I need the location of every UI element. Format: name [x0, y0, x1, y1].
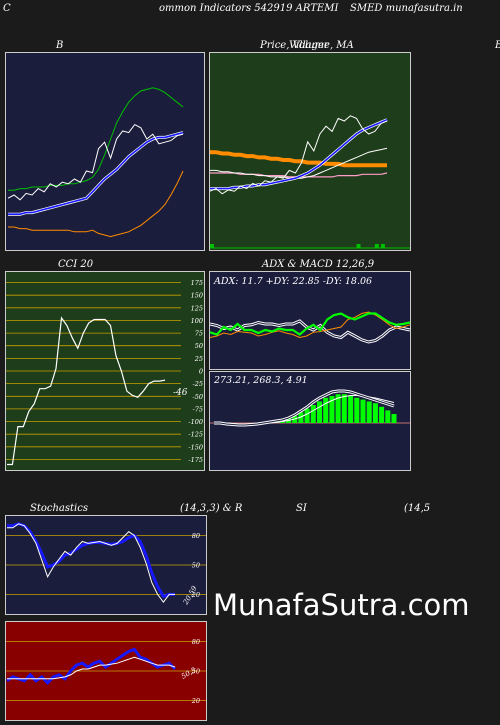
cci-tick-label: 50	[195, 342, 203, 350]
bb-price-line	[7, 123, 184, 201]
price-overlay-label: Villager	[289, 40, 329, 51]
rsi-grid: 80 50 20	[6, 638, 206, 705]
bb-right-edge-label: B	[495, 40, 500, 51]
bb-label: B	[56, 40, 64, 51]
header-title: ommon Indicators 542919 ARTEMI	[159, 3, 339, 14]
adx-minus-dy-line	[209, 320, 411, 343]
cci-tick-label: 75	[195, 330, 203, 338]
macd-histogram-bar	[310, 405, 316, 423]
cci-tick-label: -100	[188, 418, 203, 426]
oscillator-tick-label: 50	[192, 668, 200, 676]
cci-tick-label: -125	[188, 431, 203, 439]
macd-histogram-bar	[372, 403, 378, 423]
oscillator-tick-label: 50	[192, 562, 200, 570]
macd-readout: 273.21, 268.3, 4.91	[213, 375, 308, 386]
cci-line	[7, 316, 166, 466]
macd-histogram-bar	[323, 397, 329, 423]
macd-histogram-bar	[298, 412, 304, 423]
rsi-line	[6, 647, 177, 685]
adx-line	[209, 312, 411, 336]
adx-readout: ADX: 11.7 +DY: 22.85 -DY: 18.06	[213, 276, 372, 287]
adx-label: ADX & MACD 12,26,9	[262, 259, 375, 270]
volume-bar	[380, 244, 385, 248]
cci-chart: 175 150 125 100 75 50 25 0 -25 -50 -75 -100 -125 -150…	[5, 271, 205, 471]
macd-histogram-bar	[317, 401, 322, 423]
macd-histogram-bar	[385, 410, 391, 423]
cci-tick-label: -50	[193, 393, 203, 401]
macd-line	[214, 390, 395, 426]
rsi-smooth-line	[7, 656, 176, 680]
oscillator-tick-label: 20	[191, 697, 200, 705]
adx-chart: ADX: 11.7 +DY: 22.85 -DY: 18.06	[209, 271, 411, 370]
adx-bg	[209, 271, 411, 370]
rsi-params: (14,5	[404, 503, 431, 514]
cci-tick-label: -150	[188, 443, 203, 451]
macd-histogram-bar	[304, 408, 310, 423]
cci-tick-label: -75	[193, 405, 203, 413]
bb-upper-line	[8, 87, 184, 191]
macd-histogram-bar	[366, 401, 372, 423]
cci-tick-label: 125	[191, 304, 203, 312]
macd-chart: 273.21, 268.3, 4.91	[209, 371, 411, 471]
volume-bar	[374, 244, 379, 248]
cci-tick-label: 25	[194, 355, 203, 363]
macd-histogram-bar	[354, 397, 360, 423]
watermark: MunafaSutra.com	[213, 588, 470, 622]
macd-histogram-bar	[391, 414, 397, 423]
cci-label: CCI 20	[58, 259, 94, 270]
oscillator-tick-label: 20	[191, 591, 200, 599]
cci-tick-label: 0	[199, 368, 203, 376]
price-ma-chart	[209, 52, 411, 251]
macd-histogram-bar	[341, 394, 347, 423]
macd-histogram-bar	[379, 406, 385, 423]
cci-tick-label: 100	[191, 317, 203, 325]
bb-middle-line	[8, 131, 184, 215]
cci-tick-label: 175	[191, 279, 203, 287]
ma-orange-line	[210, 150, 387, 168]
price-bg	[209, 52, 411, 251]
stoch-label: Stochastics	[30, 503, 88, 514]
cci-grid: 175 150 125 100 75 50 25 0 -25 -50 -75 -100 -125 -150…	[6, 279, 203, 464]
macd-histogram-bar	[348, 396, 354, 423]
cci-tick-label: -175	[188, 456, 203, 464]
bollinger-chart	[5, 52, 205, 251]
header-left-fragment: C	[3, 3, 11, 14]
macd-histogram-bar	[335, 394, 341, 423]
bollinger-bg	[5, 52, 205, 251]
macd-histogram	[261, 394, 397, 423]
header-site: SMED munafasutra.in	[350, 3, 463, 14]
oscillator-tick-label: 80	[192, 638, 200, 646]
adx-plus-dy-line	[209, 311, 411, 339]
stoch-k-line	[7, 523, 175, 604]
volume-bar	[210, 244, 214, 248]
macd-histogram-bar	[360, 399, 366, 423]
price-line	[209, 115, 388, 195]
volume-bars	[210, 244, 385, 248]
volume-bar	[356, 244, 361, 248]
cci-tick-label: -25	[193, 380, 203, 388]
stoch-params: (14,3,3) & R	[180, 503, 243, 514]
bb-lower-line	[8, 170, 184, 238]
oscillator-tick-label: 80	[192, 532, 200, 540]
macd-histogram-bar	[329, 396, 335, 423]
cci-tick-label: 150	[191, 292, 203, 300]
price-label: Price, Volume, MA	[260, 40, 354, 51]
rsi-label: SI	[296, 503, 307, 514]
cci-value-label: -46	[173, 388, 188, 398]
